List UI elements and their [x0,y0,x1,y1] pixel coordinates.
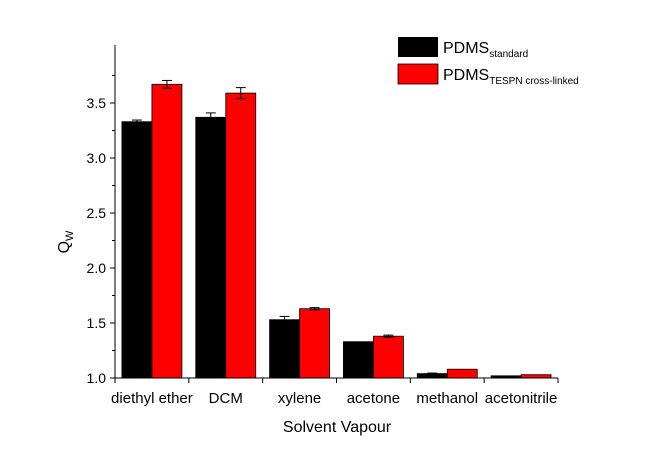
bar-dcm-series-1 [225,92,257,379]
y-tick-label-1: 1.5 [87,315,107,331]
y-axis-label-sub: W [64,230,76,241]
x-tick-label-methanol: methanol [416,390,478,407]
y-tick-label-5: 3.5 [87,95,107,111]
x-ticks: diethyl ether DCM xylene acetone methanol ace… [111,378,559,407]
y-tick-label-2: 2.0 [87,260,107,276]
y-tick-label-0: 1.0 [87,370,107,386]
y-axis-label-main: Q [56,241,73,253]
bar-xylene-series-1 [299,308,330,379]
y-axis-label: QW [56,230,76,253]
bar-dcm-series-0 [195,116,227,379]
x-tick-label-acetone: acetone [347,390,400,407]
x-tick-label-diethyl-ether: diethyl ether [111,390,193,407]
bar-xylene-series-0 [269,319,300,379]
legend-label-standard: PDMSstandard [443,40,528,60]
x-tick-label-acetonitrile: acetonitrile [485,390,558,407]
x-tick-label-dcm: DCM [209,390,243,407]
x-tick-label-xylene: xylene [278,390,321,407]
legend-label-tespn-main: PDMS [443,67,489,84]
legend-label-tespn-sub: TESPN cross-linked [489,76,578,87]
bar-acetone-series-1 [373,335,404,379]
y-tick-label-3: 2.5 [87,205,107,221]
legend-label-standard-sub: standard [489,49,528,60]
legend-label-standard-main: PDMS [443,40,489,57]
bar-methanol-series-1 [446,368,478,379]
bar-diethyl-ether-series-0 [121,121,153,379]
legend: PDMSstandard PDMSTESPN cross-linked [397,37,579,87]
legend-swatch-standard [398,37,438,57]
y-tick-label-4: 3.0 [87,150,107,166]
x-axis-label: Solvent Vapour [283,419,392,436]
legend-label-tespn: PDMSTESPN cross-linked [443,67,579,87]
y-ticks: 1.0 1.5 2.0 2.5 3.0 3.5 [87,75,115,386]
bars-layer [121,79,552,379]
bar-diethyl-ether-series-1 [151,83,183,379]
legend-swatch-tespn [397,63,439,85]
bar-acetone-series-0 [343,341,374,379]
